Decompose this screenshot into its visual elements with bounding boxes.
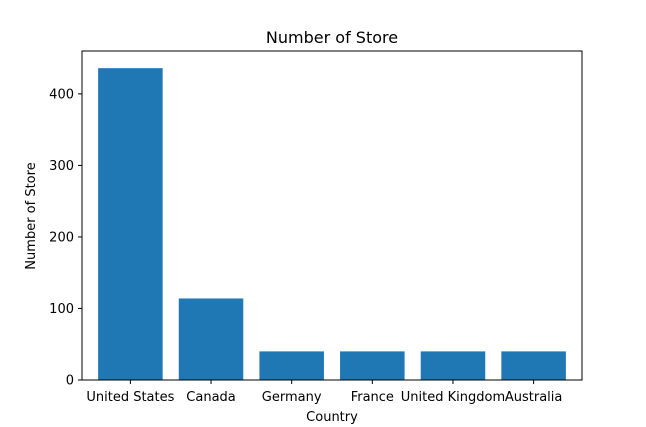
x-tick-label: United Kingdom (401, 390, 505, 405)
chart-title: Number of Store (266, 28, 398, 47)
x-tick-label: United States (86, 390, 174, 405)
x-tick-label: Australia (505, 390, 563, 405)
bar-canada (178, 298, 244, 380)
y-axis-label: Number of Store (24, 162, 39, 269)
y-tick-label: 400 (49, 87, 74, 102)
bar-australia (501, 351, 566, 380)
bar-germany (259, 351, 324, 380)
y-tick-label: 300 (49, 159, 74, 174)
plot-frame (81, 50, 583, 381)
y-tick-label: 0 (66, 374, 74, 389)
x-axis-ticks: United States Canada Germany France United K… (86, 380, 562, 405)
y-tick-label: 200 (49, 230, 74, 245)
bar-france (340, 351, 405, 380)
x-tick-label: Canada (186, 390, 235, 405)
y-tick-label: 100 (49, 302, 74, 317)
y-axis-ticks: 0 100 200 300 400 (49, 87, 82, 389)
x-axis-label: Country (306, 410, 358, 425)
bars-group (98, 68, 566, 381)
x-tick-label: France (351, 390, 394, 405)
bar-united-states (98, 68, 163, 381)
x-tick-label: Germany (262, 390, 322, 405)
bar-united-kingdom (420, 351, 486, 380)
